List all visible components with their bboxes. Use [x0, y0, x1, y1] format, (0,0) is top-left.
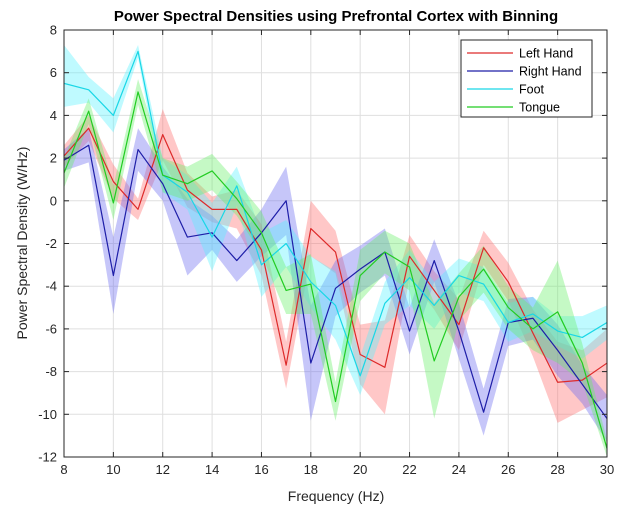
- y-axis-ticks: -12 -10 -8 -6 -4 -2 0 2 4 6 8: [38, 23, 607, 465]
- legend-label-foot: Foot: [519, 83, 545, 97]
- x-tick-label: 22: [402, 462, 416, 477]
- series-lines: [63, 50, 608, 449]
- x-tick-label: 26: [501, 462, 515, 477]
- legend-label-right-hand: Right Hand: [519, 65, 582, 79]
- y-tick-label: 8: [50, 23, 57, 38]
- x-tick-label: 16: [254, 462, 268, 477]
- right-hand-band: [64, 128, 607, 443]
- confidence-bands: [64, 44, 607, 457]
- y-tick-label: 4: [50, 108, 57, 123]
- y-tick-label: -8: [45, 364, 57, 379]
- x-tick-label: 12: [155, 462, 169, 477]
- foot-band: [64, 44, 607, 396]
- tongue-band: [64, 79, 607, 457]
- x-axis-label: Frequency (Hz): [288, 488, 384, 504]
- y-tick-label: -12: [38, 450, 57, 465]
- y-tick-label: -2: [45, 236, 57, 251]
- x-tick-label: 24: [452, 462, 466, 477]
- x-tick-label: 18: [304, 462, 318, 477]
- legend-label-left-hand: Left Hand: [519, 47, 573, 61]
- y-tick-label: 2: [50, 151, 57, 166]
- legend: Left Hand Right Hand Foot Tongue: [460, 39, 593, 118]
- legend-label-tongue: Tongue: [519, 101, 560, 115]
- x-tick-label: 30: [600, 462, 614, 477]
- x-tick-label: 20: [353, 462, 367, 477]
- y-tick-label: -10: [38, 407, 57, 422]
- left-hand-band: [64, 108, 607, 423]
- x-tick-label: 10: [106, 462, 120, 477]
- x-tick-label: 8: [60, 462, 67, 477]
- x-axis-ticks: 8 10 12 14 16 18 20 22 24 26 28 30: [60, 30, 614, 477]
- x-tick-label: 14: [205, 462, 219, 477]
- right-hand-line: [63, 144, 608, 419]
- y-tick-label: 6: [50, 65, 57, 80]
- chart-title: Power Spectral Densities using Prefronta…: [114, 8, 558, 25]
- y-tick-label: -4: [45, 279, 57, 294]
- y-axis-label: Power Spectral Density (W/Hz): [14, 147, 30, 340]
- y-tick-label: -6: [45, 321, 57, 336]
- grid: [63, 29, 608, 458]
- x-tick-label: 28: [550, 462, 564, 477]
- left-hand-line: [63, 127, 608, 383]
- tongue-line: [63, 91, 608, 449]
- y-tick-label: 0: [50, 193, 57, 208]
- foot-line: [63, 50, 608, 377]
